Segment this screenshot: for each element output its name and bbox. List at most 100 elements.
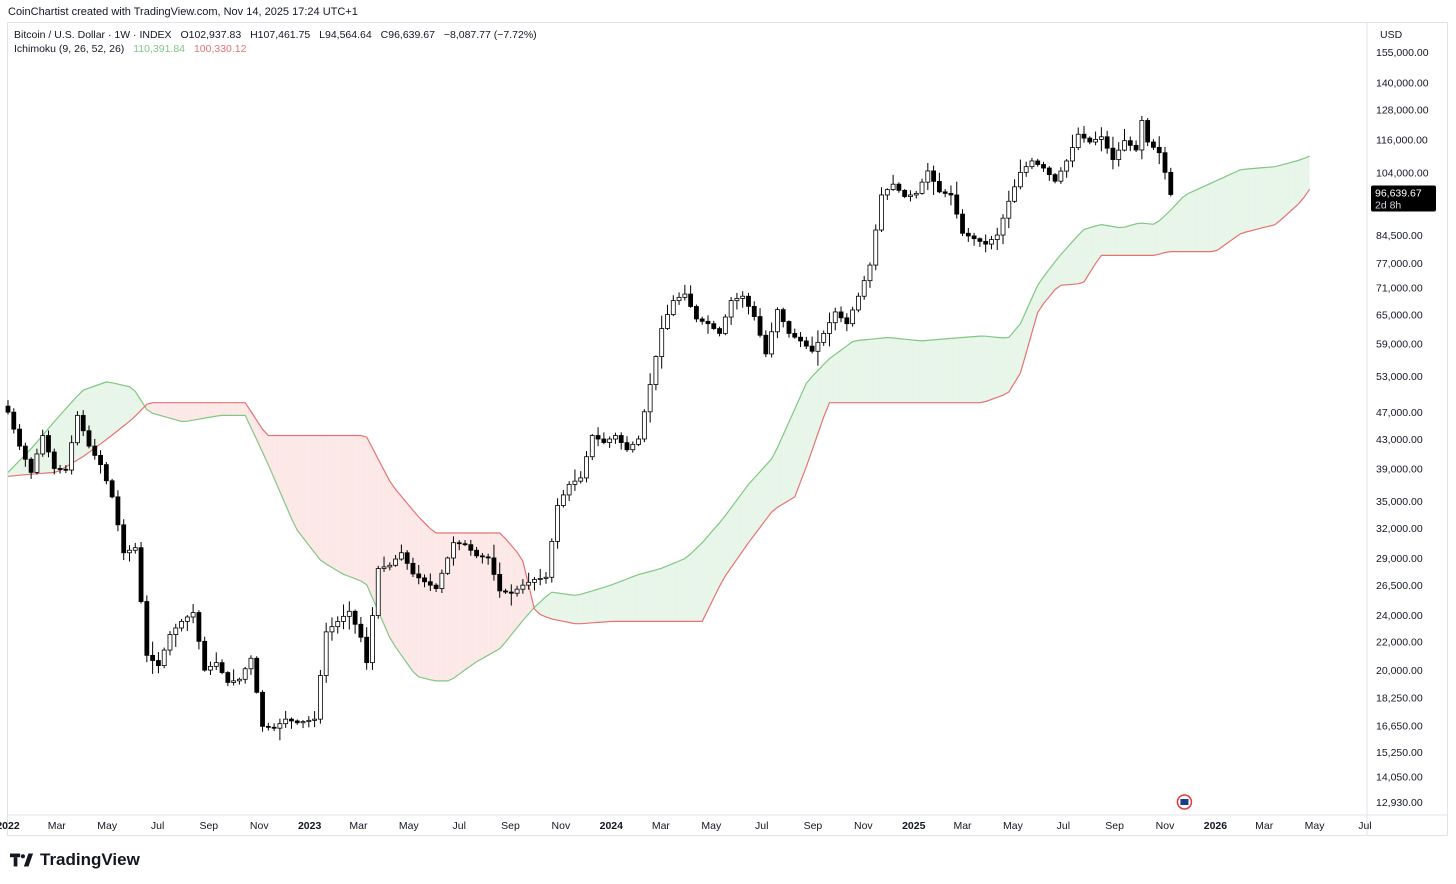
- candle: [798, 332, 803, 348]
- cloud-segment: [1037, 276, 1044, 313]
- bar-countdown: 2d 8h: [1375, 200, 1401, 212]
- candle: [1006, 190, 1012, 229]
- candle: [1035, 158, 1041, 167]
- legend-span-b: 100,330.12: [193, 43, 247, 55]
- candle-body-down: [751, 306, 757, 317]
- price-axis: USD 155,000.00 140,000.00 128,000.00 116,000…: [1366, 22, 1429, 836]
- candle: [630, 441, 636, 453]
- candle-body-up: [393, 558, 398, 566]
- cloud-segment: [1008, 330, 1015, 393]
- cloud-segment: [360, 435, 367, 585]
- cloud-segment: [1298, 158, 1304, 205]
- candle: [208, 661, 213, 676]
- candle-body-down: [254, 657, 260, 693]
- cloud-segment: [343, 435, 350, 577]
- candle: [231, 669, 237, 686]
- cloud-segment: [1228, 172, 1235, 243]
- cloud-segment: [534, 601, 541, 615]
- tradingview-brand[interactable]: TradingView: [10, 850, 140, 870]
- cloud-segment: [869, 338, 876, 403]
- candle: [942, 189, 948, 198]
- x-tick-label: 2023: [298, 820, 322, 832]
- candle-body-down: [138, 547, 144, 602]
- cloud-segment: [384, 470, 390, 638]
- candle: [792, 328, 798, 339]
- candle-body-up: [208, 665, 213, 671]
- x-tick-label: Mar: [652, 820, 671, 832]
- candle: [202, 636, 208, 672]
- candle-body-up: [341, 615, 346, 622]
- candle-body-up: [75, 414, 80, 444]
- cloud-segment: [1147, 223, 1154, 256]
- candle-body-down: [219, 662, 225, 673]
- cloud-segment: [893, 337, 899, 403]
- legend-symbol[interactable]: Bitcoin / U.S. Dollar · 1W · INDEX: [14, 29, 172, 41]
- y-tick-label: 47,000.00: [1376, 407, 1423, 419]
- candle-body-up: [555, 505, 560, 542]
- candle: [566, 481, 572, 501]
- candle: [960, 209, 965, 237]
- legend-indicator[interactable]: Ichimoku (9, 26, 52, 26): [14, 43, 125, 55]
- cloud-segment: [175, 402, 182, 422]
- cloud-segment: [152, 402, 159, 415]
- cloud-segment: [245, 402, 251, 428]
- candle-body-down: [1145, 120, 1151, 143]
- cloud-segment: [881, 337, 888, 403]
- candle-body-down: [416, 573, 422, 579]
- candle: [283, 710, 289, 728]
- candle: [763, 330, 769, 358]
- cloud-segment: [1182, 193, 1189, 252]
- cloud-segment: [1112, 226, 1119, 256]
- cloud-segment: [522, 561, 529, 621]
- candle-body-down: [977, 238, 983, 242]
- cloud-segment: [817, 364, 824, 434]
- candle-body-up: [578, 477, 584, 482]
- candle-body-down: [265, 725, 271, 728]
- candle: [948, 185, 954, 206]
- candle: [786, 320, 792, 338]
- candle: [103, 462, 109, 485]
- cloud-segment: [1257, 167, 1264, 230]
- cloud-segment: [580, 592, 587, 624]
- candle-body-up: [630, 443, 636, 451]
- x-tick-label: Nov: [854, 820, 873, 832]
- candle-body-down: [352, 610, 358, 625]
- candle: [387, 562, 393, 571]
- candle: [855, 292, 861, 313]
- candle-body-up: [277, 723, 283, 729]
- candle: [115, 490, 121, 532]
- cloud-segment: [603, 585, 610, 622]
- candle: [190, 604, 196, 624]
- cloud-segment: [13, 460, 20, 476]
- candle: [688, 285, 694, 308]
- cloud-segment: [493, 532, 500, 652]
- brand-name: TradingView: [40, 850, 140, 869]
- cloud-segment: [1136, 223, 1142, 256]
- candle-body-down: [936, 180, 942, 193]
- candle-body-up: [890, 183, 896, 190]
- cloud-segment: [60, 408, 66, 471]
- candle: [485, 553, 491, 565]
- candle: [1162, 146, 1168, 180]
- candle: [173, 623, 179, 647]
- cloud-segment: [563, 593, 570, 623]
- candle-body-up: [1075, 133, 1081, 148]
- candle: [254, 656, 260, 694]
- x-tick-label: Sep: [501, 820, 520, 832]
- candle-body-down: [57, 468, 63, 470]
- candle: [92, 438, 98, 460]
- candle: [1168, 167, 1174, 197]
- candle: [532, 577, 537, 591]
- cloud-segment: [950, 337, 957, 403]
- candle-body-down: [422, 577, 427, 583]
- candle-body-down: [792, 333, 798, 338]
- candle: [462, 540, 468, 547]
- candle-body-down: [86, 430, 92, 447]
- candle: [1145, 117, 1151, 147]
- candle-body-down: [485, 556, 491, 559]
- candle: [63, 465, 69, 474]
- cloud-segment: [453, 532, 460, 679]
- candle-body-up: [1058, 170, 1064, 182]
- cloud-segment: [349, 435, 356, 579]
